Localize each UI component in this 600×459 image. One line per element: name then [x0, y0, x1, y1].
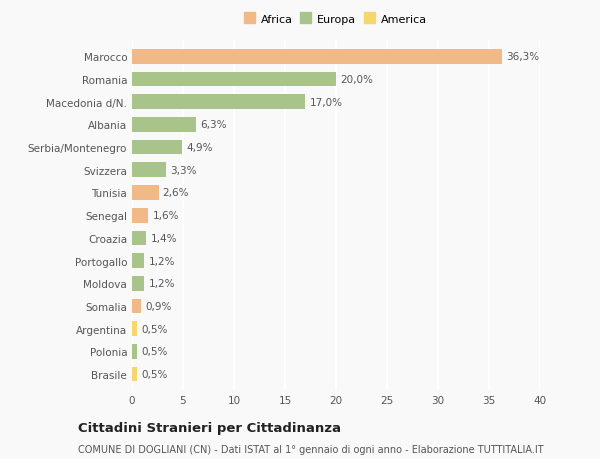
Bar [132, 73, 336, 87]
Text: 17,0%: 17,0% [310, 97, 343, 107]
Bar [132, 322, 137, 336]
Text: 4,9%: 4,9% [186, 143, 212, 153]
Bar [132, 208, 148, 223]
Bar [132, 50, 502, 65]
Text: 0,5%: 0,5% [141, 369, 167, 379]
Text: COMUNE DI DOGLIANI (CN) - Dati ISTAT al 1° gennaio di ogni anno - Elaborazione T: COMUNE DI DOGLIANI (CN) - Dati ISTAT al … [78, 444, 544, 454]
Text: 6,3%: 6,3% [200, 120, 227, 130]
Bar [132, 231, 146, 246]
Text: 0,9%: 0,9% [145, 302, 172, 311]
Text: 0,5%: 0,5% [141, 347, 167, 357]
Bar [132, 276, 144, 291]
Bar [132, 344, 137, 359]
Legend: Africa, Europa, America: Africa, Europa, America [243, 12, 429, 27]
Text: 1,2%: 1,2% [148, 256, 175, 266]
Text: 0,5%: 0,5% [141, 324, 167, 334]
Bar [132, 186, 158, 201]
Text: Cittadini Stranieri per Cittadinanza: Cittadini Stranieri per Cittadinanza [78, 421, 341, 434]
Bar [132, 367, 137, 381]
Text: 1,6%: 1,6% [152, 211, 179, 221]
Text: 20,0%: 20,0% [340, 75, 373, 85]
Text: 1,4%: 1,4% [151, 233, 177, 243]
Bar [132, 163, 166, 178]
Bar [132, 140, 182, 155]
Text: 3,3%: 3,3% [170, 165, 196, 175]
Text: 2,6%: 2,6% [163, 188, 189, 198]
Text: 36,3%: 36,3% [506, 52, 539, 62]
Bar [132, 299, 141, 313]
Bar [132, 254, 144, 269]
Bar [132, 118, 196, 133]
Text: 1,2%: 1,2% [148, 279, 175, 289]
Bar [132, 95, 305, 110]
